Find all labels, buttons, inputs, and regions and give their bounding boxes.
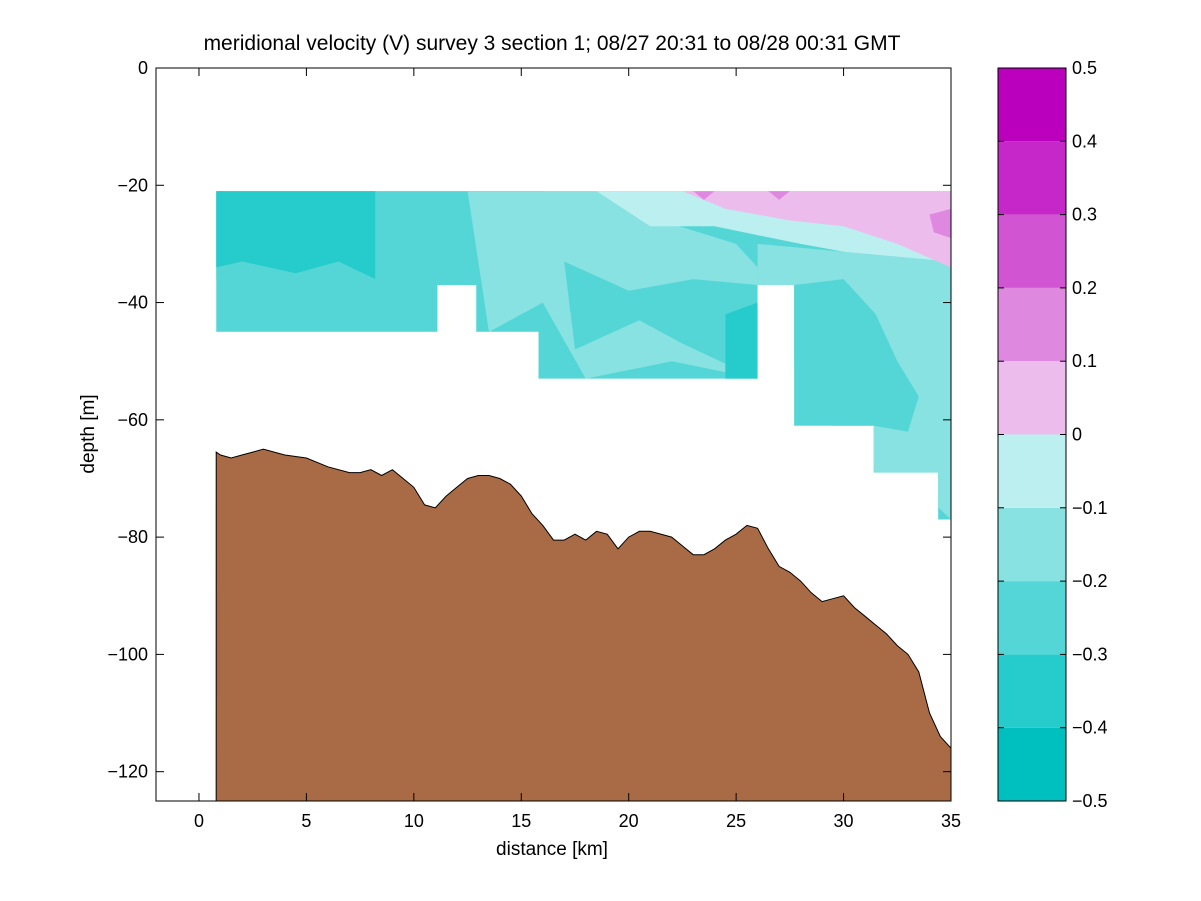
seafloor-bathymetry — [215, 448, 952, 802]
y-tick-label: −100 — [107, 644, 148, 664]
x-tick-label: 10 — [404, 811, 424, 831]
x-tick-label: 5 — [301, 811, 311, 831]
colorbar: 0.5 0.4 0.3 0.2 0.1 0 −0.1 −0.2 −0.3 −0.4 −0.5 — [997, 58, 1108, 811]
colorbar-tick-label: 0.2 — [1072, 278, 1097, 298]
colorbar-tick-label: 0.4 — [1072, 131, 1097, 151]
colorbar-segment — [998, 581, 1066, 655]
plot-axes: 0 5 10 15 20 25 30 35 0 −20 −40 −60 −80 −100 −120 — [107, 58, 961, 831]
colorbar-tick-label: −0.5 — [1072, 791, 1108, 811]
colorbar-segment — [998, 214, 1066, 288]
velocity-zone-11 — [929, 208, 951, 239]
bathymetry-layer — [215, 448, 952, 802]
x-axis-title: distance [km] — [496, 839, 608, 860]
colorbar-tick-label: −0.1 — [1072, 498, 1108, 518]
y-tick-label: −80 — [117, 527, 148, 547]
colorbar-segment — [998, 287, 1066, 362]
x-tick-label: 20 — [619, 811, 639, 831]
x-tick-label: 25 — [726, 811, 746, 831]
colorbar-tick-label: −0.3 — [1072, 644, 1108, 664]
velocity-zone-8 — [682, 191, 951, 268]
colorbar-segment — [998, 727, 1066, 801]
colorbar-segment — [998, 654, 1066, 728]
y-tick-label: −40 — [117, 293, 148, 313]
y-tick-label: −20 — [117, 175, 148, 195]
colorbar-tick-label: −0.2 — [1072, 571, 1108, 591]
y-tick-label: −60 — [117, 410, 148, 430]
colorbar-segment — [998, 507, 1066, 582]
colorbar-tick-label: −0.4 — [1072, 718, 1108, 738]
y-axis-title: depth [m] — [78, 394, 99, 473]
colorbar-tick-label: 0 — [1072, 425, 1082, 445]
velocity-zone-5 — [596, 191, 951, 274]
colorbar-segment — [998, 434, 1066, 508]
colorbar-tick-label: 0.3 — [1072, 205, 1097, 225]
chart-title: meridional velocity (V) survey 3 section… — [204, 32, 901, 55]
colorbar-tick-label: 0.5 — [1072, 58, 1097, 78]
plot-frame — [155, 67, 952, 802]
x-tick-label: 15 — [511, 811, 531, 831]
colorbar-segment — [998, 361, 1066, 435]
colorbar-segment — [998, 141, 1066, 215]
velocity-zone-3 — [564, 261, 758, 379]
velocity-zone-7 — [794, 279, 919, 432]
velocity-contour-layer — [216, 191, 951, 520]
x-tick-label: 0 — [194, 811, 204, 831]
y-tick-label: −120 — [107, 762, 148, 782]
x-tick-label: 30 — [834, 811, 854, 831]
colorbar-tick-label: 0.1 — [1072, 351, 1097, 371]
velocity-zone-10 — [768, 191, 790, 200]
x-tick-label: 35 — [941, 811, 961, 831]
y-tick-label: 0 — [138, 58, 148, 78]
velocity-zone-1 — [216, 191, 376, 280]
velocity-zone-9 — [693, 191, 715, 200]
velocity-zone-4 — [725, 302, 758, 379]
colorbar-segment — [998, 68, 1066, 142]
